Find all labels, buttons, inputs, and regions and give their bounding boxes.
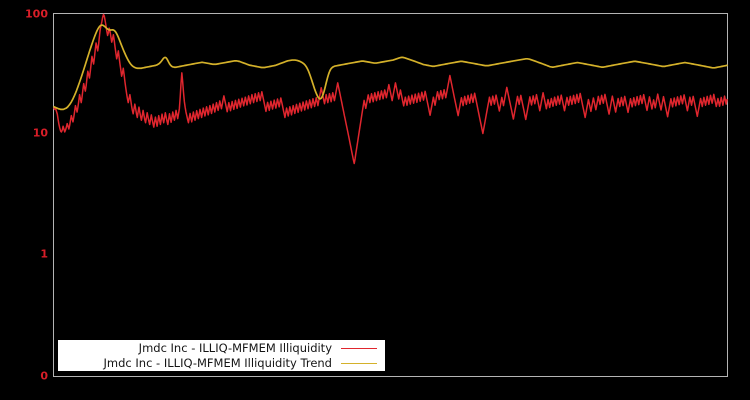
- legend-item-illiquidity: Jmdc Inc - ILLIQ-MFMEM Illiquidity: [58, 341, 385, 356]
- y-tick-label-0: 0: [40, 369, 48, 383]
- y-tick-label-10: 10: [32, 126, 48, 140]
- legend-color-swatch-illiquidity-trend: [341, 363, 377, 364]
- chart-legend: Jmdc Inc - ILLIQ-MFMEM Illiquidity Jmdc …: [58, 340, 385, 371]
- series-line-0: [53, 13, 728, 165]
- data-series-group: [53, 13, 728, 165]
- y-tick-label-100: 100: [25, 7, 48, 21]
- plot-frame: [53, 13, 728, 377]
- legend-item-illiquidity-trend: Jmdc Inc - ILLIQ-MFMEM Illiquidity Trend: [58, 356, 385, 371]
- y-tick-label-1: 1: [40, 247, 48, 261]
- legend-label-illiquidity-trend: Jmdc Inc - ILLIQ-MFMEM Illiquidity Trend: [103, 356, 332, 370]
- series-line-1: [53, 24, 728, 111]
- legend-label-illiquidity: Jmdc Inc - ILLIQ-MFMEM Illiquidity: [138, 341, 332, 355]
- legend-color-swatch-illiquidity: [341, 348, 377, 349]
